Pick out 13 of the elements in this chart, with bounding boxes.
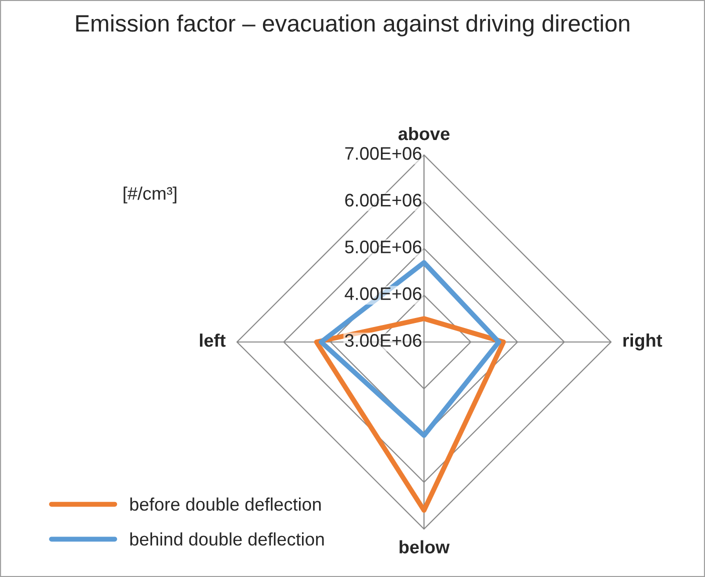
chart-title: Emission factor – evacuation against driving direction [76,14,630,36]
spoke-label: above [398,126,450,140]
spoke-label: right [623,334,662,350]
y-tick-label: 4.00E+06 [344,287,422,300]
legend-label: behind double deflection [130,532,324,546]
y-tick-label: 6.00E+06 [345,194,422,207]
spoke-label: left [200,334,226,347]
y-tick-label: 7.00E+06 [345,147,422,160]
y-tick-label: 5.00E+06 [345,240,422,254]
spoke-label: below [400,540,450,554]
y-tick-label: 3.00E+06 [345,334,422,347]
text: [#/cm³] [124,186,176,204]
legend-label: before double deflection [130,497,321,511]
